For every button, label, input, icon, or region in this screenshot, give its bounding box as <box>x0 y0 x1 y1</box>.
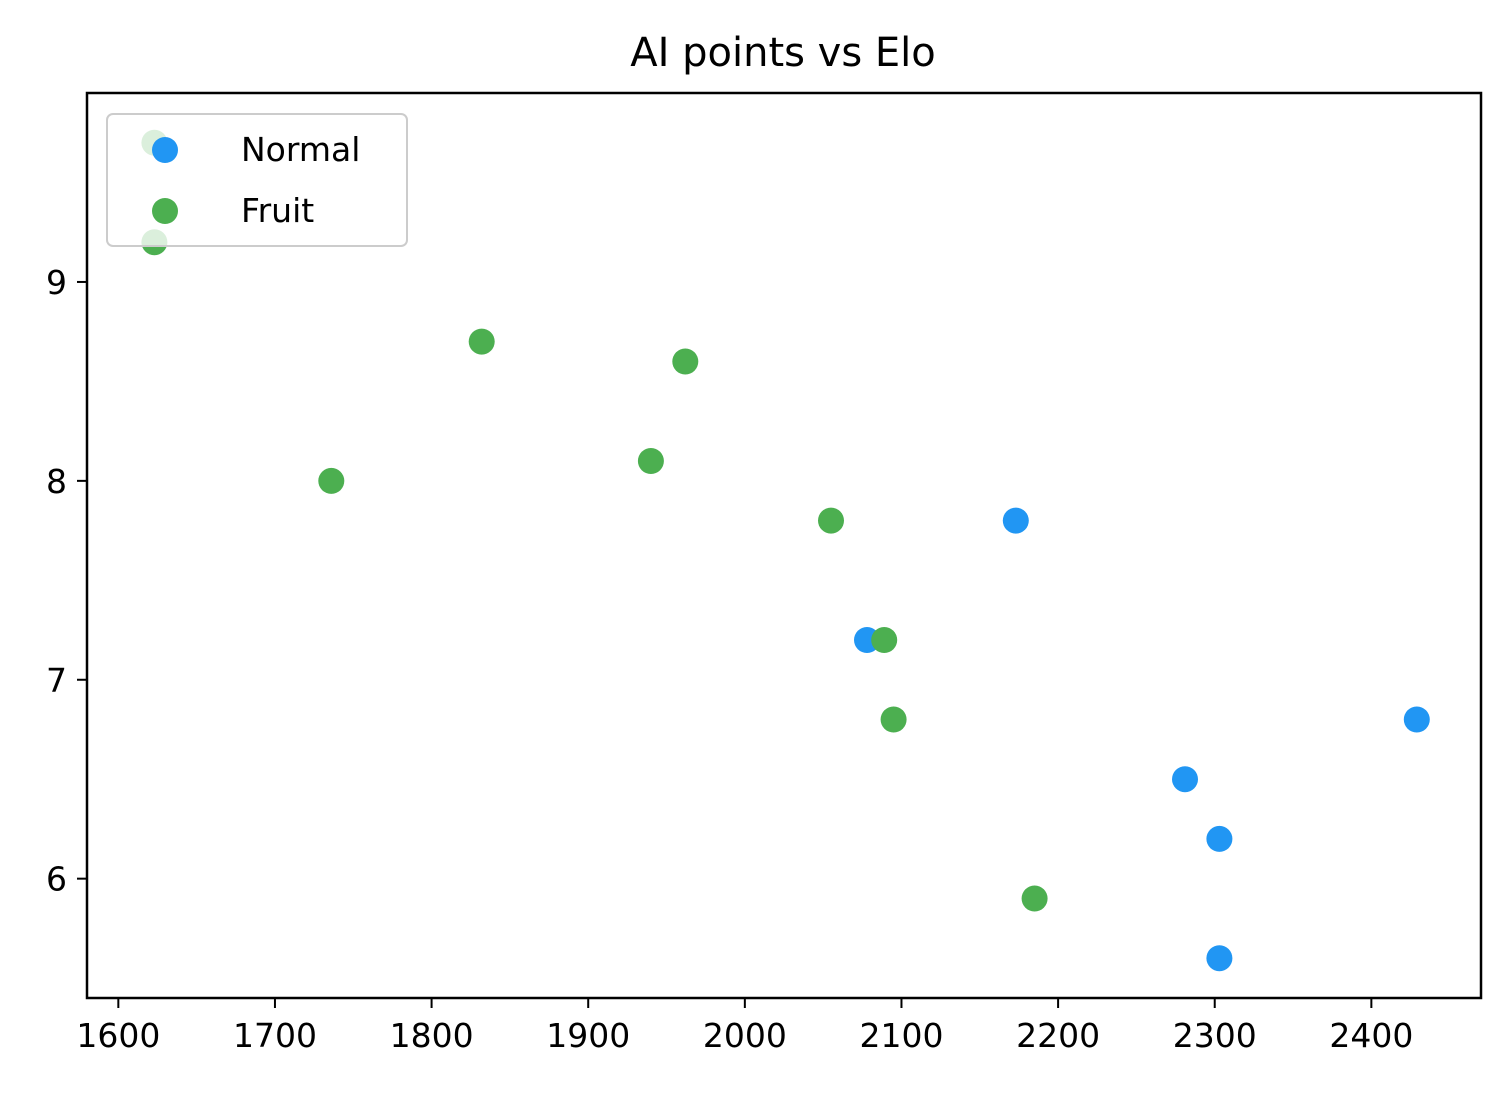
point-fruit-4 <box>637 448 664 474</box>
point-normal-2 <box>1403 706 1430 733</box>
y-axis: 6 7 8 9 <box>46 263 87 899</box>
x-tick-label-1600: 1600 <box>76 1016 160 1055</box>
legend-label-fruit: Fruit <box>241 191 314 230</box>
x-tick-label-2300: 2300 <box>1173 1016 1257 1055</box>
y-tick-label-9: 9 <box>46 263 67 302</box>
point-fruit-5 <box>318 467 345 494</box>
chart-title: AI points vs Elo <box>630 30 936 76</box>
point-normal-5 <box>1206 945 1233 972</box>
legend-marker-normal <box>152 137 178 163</box>
point-fruit-9 <box>1021 885 1048 912</box>
legend-entries: Normal Fruit <box>152 130 360 230</box>
y-tick-label-7: 7 <box>46 661 67 700</box>
point-normal-4 <box>1206 825 1233 852</box>
x-axis: 1600 1700 1800 1900 2000 2100 2200 2300 2400 <box>76 998 1413 1055</box>
legend-label-normal: Normal <box>241 130 360 169</box>
legend-box <box>106 113 408 247</box>
x-tick-label-1800: 1800 <box>390 1016 474 1055</box>
plot-area-frame <box>85 91 1483 1000</box>
point-fruit-6 <box>818 507 844 534</box>
point-fruit-8 <box>880 706 907 733</box>
x-tick-label-2100: 2100 <box>859 1016 943 1055</box>
y-tick-label-6: 6 <box>46 860 67 899</box>
point-normal-0 <box>1002 507 1029 534</box>
x-tick-label-1900: 1900 <box>546 1016 630 1055</box>
legend: Normal Fruit <box>106 113 408 247</box>
point-fruit-7 <box>871 627 898 653</box>
point-normal-3 <box>1172 766 1198 793</box>
x-tick-label-1700: 1700 <box>233 1016 317 1055</box>
y-tick-label-8: 8 <box>46 462 67 501</box>
x-tick-label-2000: 2000 <box>703 1016 787 1055</box>
x-tick-label-2400: 2400 <box>1329 1016 1413 1055</box>
x-tick-label-2200: 2200 <box>1016 1016 1100 1055</box>
point-fruit-3 <box>672 348 699 375</box>
point-fruit-2 <box>468 328 495 355</box>
legend-marker-fruit <box>152 198 178 224</box>
